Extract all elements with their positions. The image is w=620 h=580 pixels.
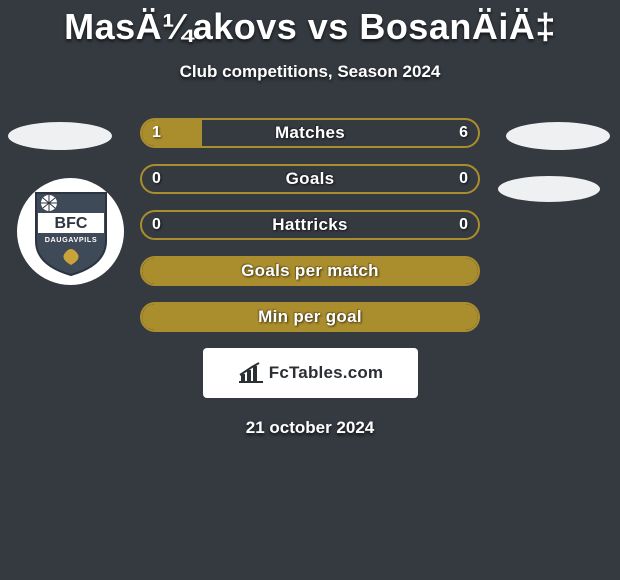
date-label: 21 october 2024: [0, 418, 620, 438]
stat-label: Min per goal: [142, 304, 478, 330]
stat-label: Goals: [142, 166, 478, 192]
club-right-logo-placeholder: [498, 176, 600, 202]
page-title: MasÄ¼akovs vs BosanÄiÄ‡: [0, 0, 620, 48]
stat-bar: Goals per match: [140, 256, 480, 286]
stats-container: 16Matches 00Goals 00Hattricks Goals per mat…: [140, 118, 480, 332]
club-left-logo: BFC DAUGAVPILS: [17, 178, 124, 285]
stat-label: Goals per match: [142, 258, 478, 284]
stat-label: Hattricks: [142, 212, 478, 238]
stat-label: Matches: [142, 120, 478, 146]
stat-bar: 00Goals: [140, 164, 480, 194]
stat-bar: 00Hattricks: [140, 210, 480, 240]
player-left-photo-placeholder: [8, 122, 112, 150]
stat-bar: 16Matches: [140, 118, 480, 148]
branding-text: FcTables.com: [269, 363, 384, 383]
club-badge-bottom-text: DAUGAVPILS: [44, 235, 97, 244]
club-badge-top-text: BFC: [54, 215, 87, 232]
branding-badge: FcTables.com: [203, 348, 418, 398]
stat-bar: Min per goal: [140, 302, 480, 332]
bar-chart-icon: [237, 362, 263, 384]
player-right-photo-placeholder: [506, 122, 610, 150]
page-subtitle: Club competitions, Season 2024: [0, 62, 620, 82]
shield-icon: BFC DAUGAVPILS: [32, 187, 110, 277]
